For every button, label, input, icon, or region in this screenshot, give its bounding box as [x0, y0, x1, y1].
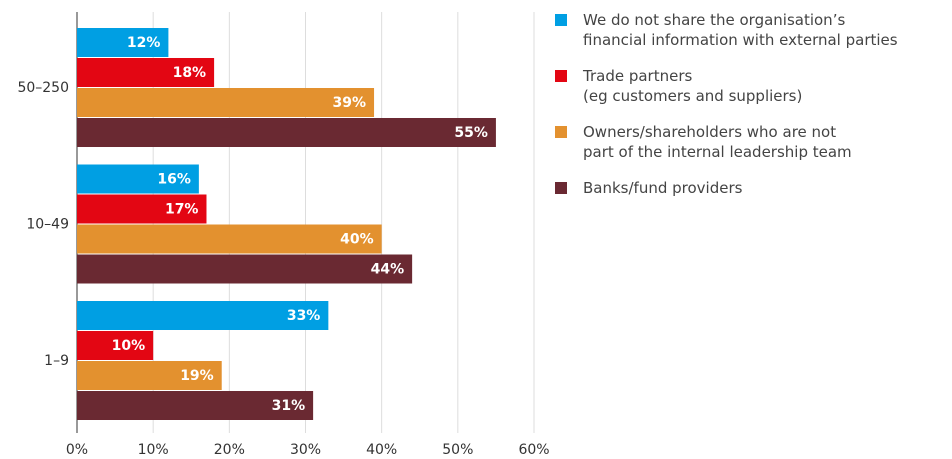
legend-label: Owners/shareholders who are not part of … [583, 123, 852, 161]
bar [77, 58, 215, 87]
value-label: 55% [454, 125, 488, 141]
legend-label: Banks/fund providers [583, 179, 743, 197]
bar [77, 301, 329, 330]
bar [77, 194, 207, 224]
x-tick-label: 30% [290, 442, 321, 458]
bar [77, 331, 154, 360]
legend-item: Banks/fund providers [555, 178, 950, 198]
x-tick-label: 40% [366, 442, 397, 458]
legend-swatch [555, 70, 567, 82]
x-tick-label: 50% [442, 442, 473, 458]
value-label: 17% [165, 202, 199, 218]
value-label: 19% [180, 368, 214, 384]
legend-swatch [555, 126, 567, 138]
value-label: 40% [340, 232, 374, 248]
bar [77, 88, 375, 117]
bar [77, 254, 413, 284]
legend-label: Trade partners (eg customers and supplie… [583, 67, 803, 105]
value-label: 44% [371, 262, 405, 278]
value-label: 39% [333, 95, 367, 111]
value-label: 16% [157, 172, 191, 188]
bar [77, 28, 169, 57]
x-tick-label: 10% [138, 442, 169, 458]
y-tick-label: 50–250 [17, 80, 69, 96]
bar [77, 118, 496, 147]
x-tick-label: 20% [214, 442, 245, 458]
value-label: 33% [287, 308, 321, 324]
legend: We do not share the organisation’s finan… [555, 10, 950, 214]
bar [77, 391, 314, 420]
value-label: 31% [272, 398, 306, 414]
y-tick-label: 1–9 [44, 353, 69, 369]
legend-item: Owners/shareholders who are not part of … [555, 122, 950, 162]
value-label: 12% [127, 35, 161, 51]
legend-swatch [555, 182, 567, 194]
legend-item: Trade partners (eg customers and supplie… [555, 66, 950, 106]
y-tick-label: 10–49 [26, 217, 69, 233]
legend-swatch [555, 14, 567, 26]
x-tick-label: 0% [66, 442, 88, 458]
bar [77, 164, 199, 194]
bar [77, 361, 222, 390]
value-label: 10% [112, 338, 146, 354]
value-label: 18% [173, 65, 207, 81]
legend-item: We do not share the organisation’s finan… [555, 10, 950, 50]
bar [77, 224, 382, 254]
legend-label: We do not share the organisation’s finan… [583, 11, 898, 49]
x-tick-label: 60% [518, 442, 549, 458]
